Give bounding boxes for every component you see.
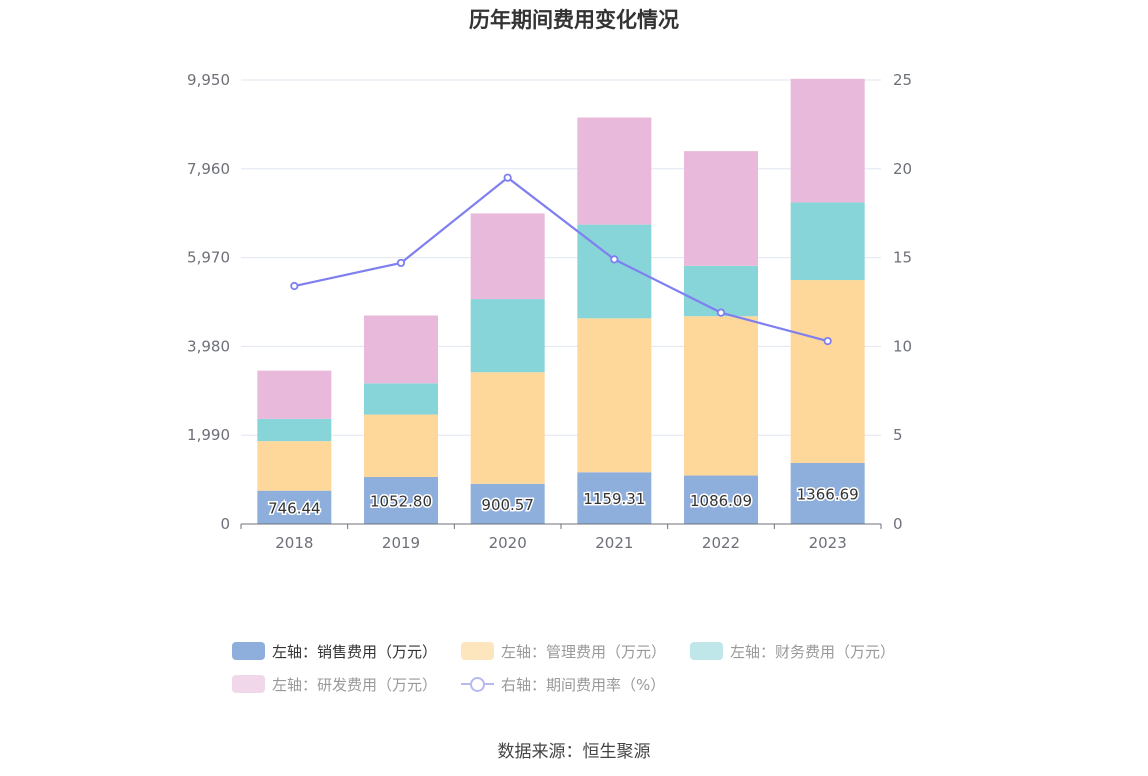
bar-segment-sales	[684, 475, 758, 524]
chart-title: 历年期间费用变化情况	[469, 8, 679, 32]
legend-label-management: 左轴：管理费用（万元）	[501, 642, 667, 661]
right-tick-label: 15	[893, 249, 912, 267]
grid-lines	[241, 79, 881, 436]
legend-item-finance[interactable]: 左轴：财务费用（万元）	[690, 641, 895, 662]
legend-line-marker-icon	[461, 675, 495, 693]
bar-segment-sales	[364, 477, 438, 524]
bar-segment-management	[470, 372, 545, 484]
bar-segment-sales	[790, 463, 865, 524]
left-tick-label: 3,980	[187, 337, 230, 355]
ratio-point	[716, 308, 726, 317]
legend-swatch-finance	[690, 642, 724, 660]
right-tick-label: 20	[893, 160, 912, 178]
bar-segment-sales	[577, 472, 652, 524]
legend-swatch-rd	[232, 675, 265, 693]
sales-value-label: 900.57	[481, 496, 534, 514]
ratio-point	[396, 258, 406, 268]
sales-value-label: 746.44	[268, 499, 321, 517]
ratio-point	[290, 281, 299, 291]
left-axis-ticks: 9,950 7,960 5,970 3,980 1,990 0	[187, 71, 230, 533]
legend-swatch-sales	[232, 642, 265, 660]
legend-item-sales[interactable]: 左轴：销售费用（万元）	[232, 641, 437, 662]
right-axis-ticks: 25 20 15 10 5 0	[893, 71, 912, 533]
bar-segment-rd	[470, 213, 545, 300]
bar-segment-rd	[684, 151, 758, 266]
bar-segment-finance	[257, 418, 332, 442]
bar-stack-group	[257, 78, 865, 524]
legend-item-rd[interactable]: 左轴：研发费用（万元）	[232, 674, 437, 695]
x-tick-label: 2023	[809, 534, 847, 552]
legend: 左轴：销售费用（万元） 左轴：管理费用（万元） 左轴：财务费用（万元） 左轴：研…	[232, 640, 932, 706]
bar-segment-rd	[790, 78, 865, 203]
x-tick-label: 2020	[489, 534, 527, 552]
x-tick-label: 2021	[595, 534, 633, 552]
legend-swatch-management	[461, 642, 495, 660]
legend-row-1: 左轴：销售费用（万元） 左轴：管理费用（万元） 左轴：财务费用（万元）	[232, 640, 932, 662]
sales-value-label: 1159.31	[583, 490, 645, 508]
bar-segment-rd	[577, 117, 652, 225]
bar-segment-management	[684, 316, 758, 476]
left-tick-label: 7,960	[187, 160, 230, 178]
right-tick-label: 10	[893, 337, 912, 355]
bar-segment-management	[577, 318, 652, 473]
left-tick-label: 0	[220, 515, 230, 533]
bar-segment-finance	[470, 299, 545, 373]
ratio-point	[503, 173, 512, 182]
right-tick-label: 0	[893, 515, 903, 533]
bar-segment-sales	[470, 483, 545, 524]
bar-segment-management	[257, 441, 332, 491]
left-tick-label: 5,970	[187, 249, 230, 267]
bar-segment-management	[364, 414, 438, 478]
ratio-point	[610, 255, 619, 264]
bar-segment-finance	[790, 202, 865, 281]
x-tick-label: 2018	[275, 534, 313, 552]
x-tick-label: 2022	[702, 534, 740, 552]
data-labels: 746.44 1052.80 900.57 1159.31 1086.09 1366.69	[267, 484, 861, 519]
x-axis: 2018 2019 2020 2021 2022 2023	[240, 523, 882, 552]
legend-label-rd: 左轴：研发费用（万元）	[272, 675, 438, 694]
bar-segment-finance	[684, 265, 758, 317]
data-source: 数据来源：恒生聚源	[497, 742, 651, 762]
ratio-point	[823, 336, 832, 346]
left-tick-label: 1,990	[187, 426, 230, 444]
bar-segment-management	[790, 280, 865, 464]
ratio-line-path	[294, 176, 828, 343]
sales-value-label: 1052.80	[370, 493, 432, 511]
x-tick-label: 2019	[382, 534, 420, 552]
bar-segment-finance	[364, 383, 438, 415]
bar-segment-rd	[364, 315, 438, 384]
left-tick-label: 9,950	[187, 71, 230, 89]
bar-segment-rd	[257, 370, 332, 419]
legend-row-2: 左轴：研发费用（万元） 右轴：期间费用率（%）	[232, 673, 932, 695]
legend-item-management[interactable]: 左轴：管理费用（万元）	[461, 641, 666, 662]
sales-value-label: 1086.09	[690, 492, 752, 510]
right-tick-label: 25	[893, 71, 912, 89]
legend-label-finance: 左轴：财务费用（万元）	[730, 642, 896, 661]
bar-segment-sales	[257, 490, 332, 524]
legend-label-sales: 左轴：销售费用（万元）	[272, 642, 438, 661]
legend-item-ratio[interactable]: 右轴：期间费用率（%）	[461, 674, 665, 695]
sales-value-label: 1366.69	[797, 486, 859, 504]
legend-label-ratio: 右轴：期间费用率（%）	[501, 675, 666, 694]
right-tick-label: 5	[893, 426, 903, 444]
expense-ratio-line	[290, 173, 832, 346]
